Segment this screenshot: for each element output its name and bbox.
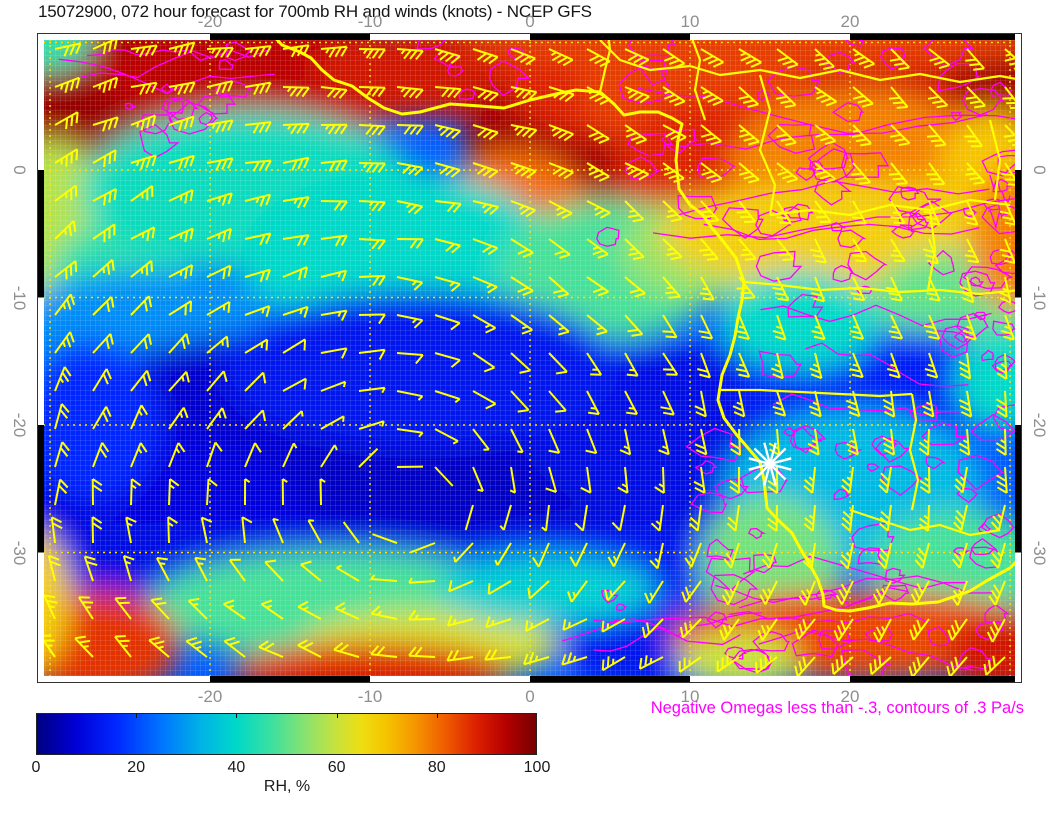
colorbar-tick-label: 40	[227, 759, 246, 776]
top-axis-tick: -20	[197, 12, 223, 31]
colorbar-tick-mark	[236, 713, 238, 718]
bottom-axis-tick: -20	[197, 687, 223, 706]
left-axis-tick: -20	[10, 412, 29, 438]
bottom-axis-tick: 10	[680, 687, 700, 706]
bottom-axis-tick: 20	[840, 687, 860, 706]
left-axis-tick: -30	[10, 540, 29, 565]
left-axis-tick: 0	[10, 165, 29, 175]
colorbar-label: RH, %	[263, 778, 311, 795]
rh-colorbar	[36, 713, 537, 755]
right-axis-tick: 0	[1030, 165, 1049, 175]
map-frame	[37, 33, 1022, 683]
bottom-axis-tick: -10	[357, 687, 383, 706]
colorbar-tick-mark	[336, 713, 338, 718]
colorbar-tick-label: 100	[523, 759, 551, 776]
top-axis-tick: 10	[680, 12, 700, 31]
station-marker-asterisk	[748, 442, 792, 486]
right-axis-tick: -10	[1030, 285, 1049, 310]
top-axis-tick: 20	[840, 12, 860, 31]
right-axis-tick: -30	[1030, 540, 1049, 565]
colorbar-tick-mark	[436, 713, 438, 718]
colorbar-tick-mark	[136, 713, 138, 718]
colorbar-tick-label: 80	[427, 759, 446, 776]
country-borders	[598, 33, 1022, 537]
map-layers	[37, 33, 1022, 683]
omega-annotation: Negative Omegas less than -.3, contours …	[650, 699, 1024, 717]
africa-coastline	[269, 33, 1022, 613]
top-axis-tick: 0	[525, 12, 535, 31]
top-axis-tick: -10	[357, 12, 383, 31]
left-axis-tick: -10	[10, 285, 29, 310]
colorbar-tick-label: 0	[31, 759, 41, 776]
chart-title: 15072900, 072 hour forecast for 700mb RH…	[38, 2, 592, 21]
wind-barbs	[39, 37, 1022, 678]
bottom-axis-tick: 0	[525, 687, 535, 706]
colorbar-tick-label: 20	[127, 759, 146, 776]
right-axis-tick: -20	[1030, 412, 1049, 438]
colorbar-tick-label: 60	[327, 759, 346, 776]
